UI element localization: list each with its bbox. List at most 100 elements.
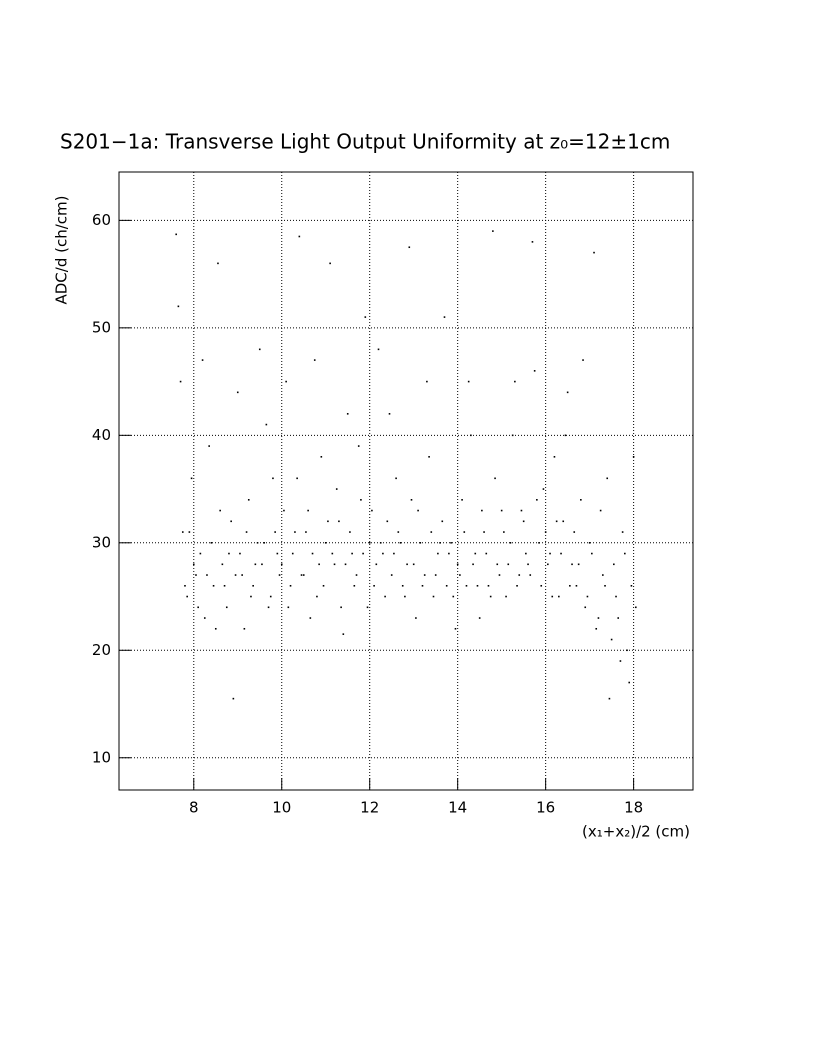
point xyxy=(364,316,367,318)
point xyxy=(388,413,391,415)
point xyxy=(463,531,466,533)
point xyxy=(474,552,477,555)
point xyxy=(573,531,576,533)
point xyxy=(441,520,444,523)
point xyxy=(256,542,259,544)
point xyxy=(544,531,547,533)
point xyxy=(210,542,213,544)
point xyxy=(610,638,613,641)
point xyxy=(540,584,543,587)
point xyxy=(351,552,353,555)
point xyxy=(241,574,243,576)
point xyxy=(192,563,195,566)
point xyxy=(476,584,479,587)
point xyxy=(186,595,188,598)
point xyxy=(177,305,180,308)
point xyxy=(236,391,239,394)
point xyxy=(529,574,532,576)
point xyxy=(384,595,386,598)
point xyxy=(181,531,184,533)
point xyxy=(597,617,600,619)
point xyxy=(276,552,279,555)
point xyxy=(296,477,298,480)
point xyxy=(527,563,529,566)
point xyxy=(250,595,252,598)
point xyxy=(626,649,628,652)
point xyxy=(397,531,400,533)
point xyxy=(340,606,342,609)
point xyxy=(311,552,314,555)
point xyxy=(206,574,208,576)
point xyxy=(291,552,294,555)
point xyxy=(203,617,206,619)
x-tick-label: 16 xyxy=(536,799,555,817)
point xyxy=(591,552,593,555)
point xyxy=(445,584,448,587)
point xyxy=(294,531,296,533)
point xyxy=(514,380,516,383)
point xyxy=(421,584,424,587)
point xyxy=(362,552,364,555)
point xyxy=(481,509,483,512)
point xyxy=(353,584,356,587)
point xyxy=(443,316,446,318)
point xyxy=(390,574,393,576)
point xyxy=(258,348,261,351)
point xyxy=(628,681,631,684)
point xyxy=(318,563,320,566)
point xyxy=(432,595,435,598)
point xyxy=(434,574,437,576)
point xyxy=(214,627,217,630)
point xyxy=(571,563,573,566)
point xyxy=(439,542,441,544)
point xyxy=(419,542,422,544)
point xyxy=(368,542,371,544)
point xyxy=(507,563,510,566)
point xyxy=(346,413,349,415)
y-tick-label: 50 xyxy=(92,318,111,336)
point xyxy=(309,617,312,619)
point xyxy=(324,542,327,544)
point xyxy=(406,563,408,566)
point xyxy=(283,509,285,512)
point xyxy=(395,477,397,480)
point xyxy=(615,595,617,598)
point xyxy=(373,584,375,587)
point xyxy=(525,552,527,555)
point xyxy=(496,563,499,566)
point xyxy=(437,552,439,555)
point xyxy=(333,563,336,566)
point xyxy=(232,697,235,700)
point xyxy=(410,499,413,501)
point xyxy=(179,380,182,383)
point xyxy=(228,552,230,555)
y-tick-label: 20 xyxy=(92,641,111,659)
point xyxy=(635,606,637,609)
point xyxy=(401,584,404,587)
point xyxy=(580,499,582,501)
point xyxy=(505,595,507,598)
x-tick-label: 18 xyxy=(624,799,643,817)
point xyxy=(604,584,606,587)
point xyxy=(188,531,191,533)
point xyxy=(547,563,549,566)
point xyxy=(564,434,567,437)
point xyxy=(450,542,452,544)
point xyxy=(338,520,340,523)
point xyxy=(212,584,215,587)
point xyxy=(608,697,611,700)
point xyxy=(175,233,177,236)
x-tick-label: 12 xyxy=(360,799,379,817)
point xyxy=(274,531,276,533)
point xyxy=(456,563,459,566)
point xyxy=(355,574,358,576)
point xyxy=(430,531,433,533)
point xyxy=(199,552,202,555)
y-axis-label: ADC/d (ch/cm) xyxy=(53,196,71,305)
point xyxy=(375,563,378,566)
point xyxy=(522,520,525,523)
point xyxy=(305,531,307,533)
point xyxy=(234,574,237,576)
point xyxy=(562,520,565,523)
